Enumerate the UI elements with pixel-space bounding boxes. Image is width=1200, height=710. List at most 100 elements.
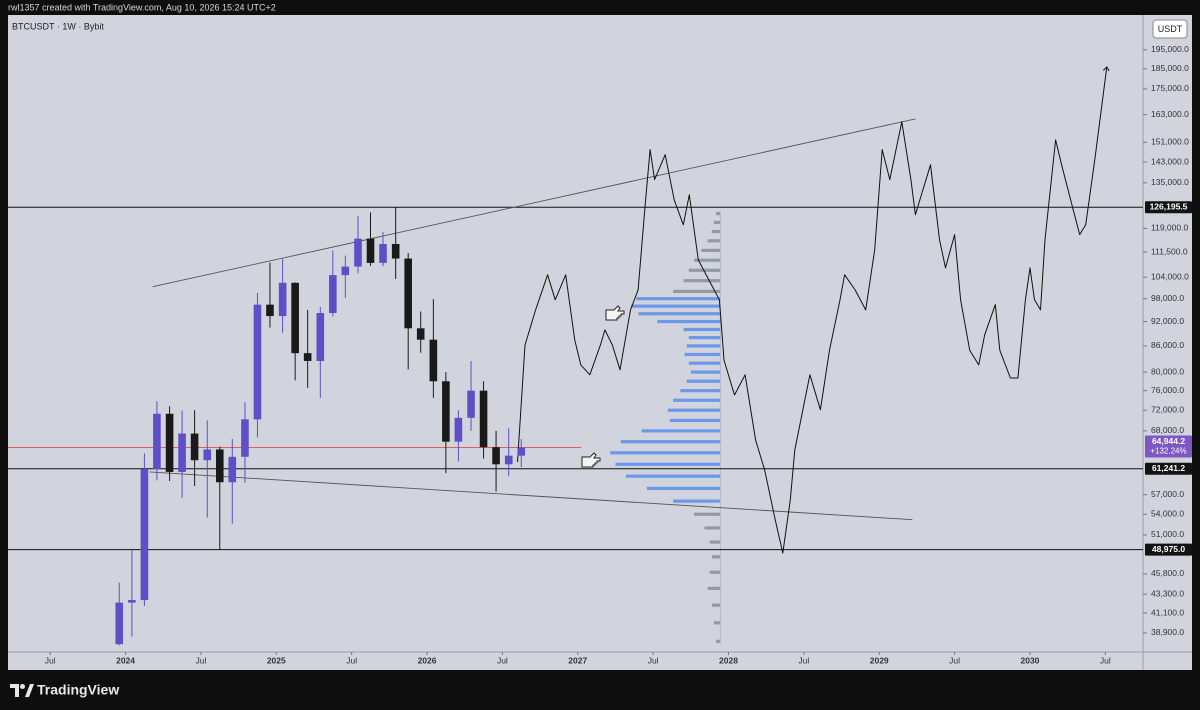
candle-body — [442, 381, 450, 442]
candle-body — [278, 282, 287, 317]
brand: TradingView — [37, 682, 119, 698]
candle-body — [253, 304, 262, 420]
volume-profile-bar — [709, 570, 721, 574]
volume-profile-bar — [657, 319, 721, 324]
candle-body — [467, 390, 475, 418]
volume-profile-bar — [711, 603, 721, 607]
volume-profile-bar — [707, 239, 721, 243]
candle-body — [517, 447, 526, 456]
y-tick-label: 119,000.0 — [1151, 223, 1188, 233]
volume-profile-bar — [690, 370, 721, 374]
currency-box — [1152, 19, 1188, 39]
currency: USDT — [1158, 24, 1183, 34]
candle-body — [128, 600, 136, 603]
candle-body — [341, 266, 350, 276]
candle-body — [429, 339, 438, 382]
y-tick-label: 57,000.0 — [1151, 489, 1184, 499]
candle-body — [291, 282, 299, 354]
x-tick-label: Jul — [798, 655, 809, 665]
brand-logo — [10, 684, 34, 697]
y-tick-label: 76,000.0 — [1151, 385, 1184, 395]
trend-line — [152, 118, 916, 288]
x-tick-label: Jul — [648, 655, 659, 665]
logo-mark — [10, 684, 19, 697]
volume-profile-bar — [615, 462, 721, 466]
y-tick-label: 163,000.0 — [1151, 109, 1189, 119]
x-tick-label: 2024 — [116, 655, 135, 665]
panel — [8, 15, 1192, 670]
candle-body — [366, 238, 375, 263]
y-tick-label: 143,000.0 — [1151, 156, 1189, 166]
projection-line — [517, 67, 1107, 554]
x-tick-label: 2028 — [719, 655, 738, 665]
y-tick-label: 41,100.0 — [1151, 607, 1184, 617]
x-tick-label: Jul — [497, 655, 508, 665]
volume-profile-bar — [683, 327, 721, 332]
y-tick-label: 51,000.0 — [1151, 529, 1184, 539]
volume-profile-bar — [704, 526, 721, 530]
candle-body — [165, 413, 174, 472]
y-tick-label: 54,000.0 — [1151, 509, 1184, 519]
level-label: 126,195.5 — [1150, 201, 1188, 211]
candle-body — [454, 417, 463, 442]
y-tick-label: 185,000.0 — [1151, 63, 1189, 73]
candle-body — [115, 602, 124, 645]
y-tick-label: 111,500.0 — [1151, 246, 1188, 256]
candle-body — [266, 304, 274, 317]
volume-profile-bar — [701, 248, 721, 252]
hand-shape — [605, 305, 625, 321]
candle-body — [215, 449, 224, 483]
hand-icon — [581, 452, 601, 468]
x-tick-label: Jul — [195, 655, 206, 665]
candle-body — [178, 433, 186, 472]
candle-body — [329, 275, 337, 313]
y-tick-label: 43,300.0 — [1151, 588, 1184, 598]
volume-profile-bar — [620, 440, 721, 444]
volume-profile-bar — [673, 289, 721, 293]
volume-profile-bar — [686, 344, 721, 348]
x-tick-label: Jul — [346, 655, 357, 665]
trend-line — [149, 471, 913, 521]
volume-profile-bar — [625, 474, 721, 478]
volume-profile-bar — [684, 352, 721, 357]
plot — [8, 67, 1143, 646]
x-tick-label: 2025 — [267, 655, 286, 665]
volume-profile-bar — [638, 312, 721, 316]
volume-profile-bar — [688, 336, 721, 340]
logo-mark — [20, 684, 25, 689]
level-label-box — [1145, 543, 1192, 556]
x-tick-label: Jul — [949, 655, 960, 665]
y-tick-label: 104,000.0 — [1151, 271, 1189, 281]
candle-body — [379, 243, 387, 263]
volume-profile-bar — [713, 220, 721, 225]
level-label-box — [1145, 462, 1192, 475]
y-tick-label: 151,000.0 — [1151, 137, 1189, 147]
attribution: rwl1357 created with TradingView.com, Au… — [8, 2, 276, 12]
y-tick-label: 135,000.0 — [1151, 177, 1189, 187]
y-tick-label: 38,900.0 — [1151, 627, 1184, 637]
candle-body — [153, 413, 161, 469]
volume-profile-bar — [713, 621, 721, 625]
candle-body — [504, 455, 513, 465]
candle-body — [416, 328, 425, 340]
y-tick-label: 45,800.0 — [1151, 568, 1184, 578]
x-tick-label: Jul — [1100, 655, 1111, 665]
volume-profile-bar — [636, 297, 721, 301]
candle-body — [203, 449, 212, 461]
x-tick-label: 2030 — [1020, 655, 1039, 665]
volume-profile-bar — [711, 555, 721, 559]
x-tick-label: 2029 — [870, 655, 889, 665]
volume-profile-bar — [610, 451, 721, 455]
volume-profile-bar — [688, 361, 721, 365]
volume-profile-bar — [646, 486, 721, 491]
candle-body — [492, 447, 500, 465]
y-tick-label: 175,000.0 — [1151, 83, 1189, 93]
current-price-label: 64,944.2 — [1152, 436, 1185, 446]
volume-profile-bar — [716, 639, 721, 643]
candle-body — [190, 433, 199, 461]
y-tick-label: 72,000.0 — [1151, 404, 1184, 414]
candle-body — [316, 312, 325, 361]
volume-profile-bar — [688, 268, 721, 272]
